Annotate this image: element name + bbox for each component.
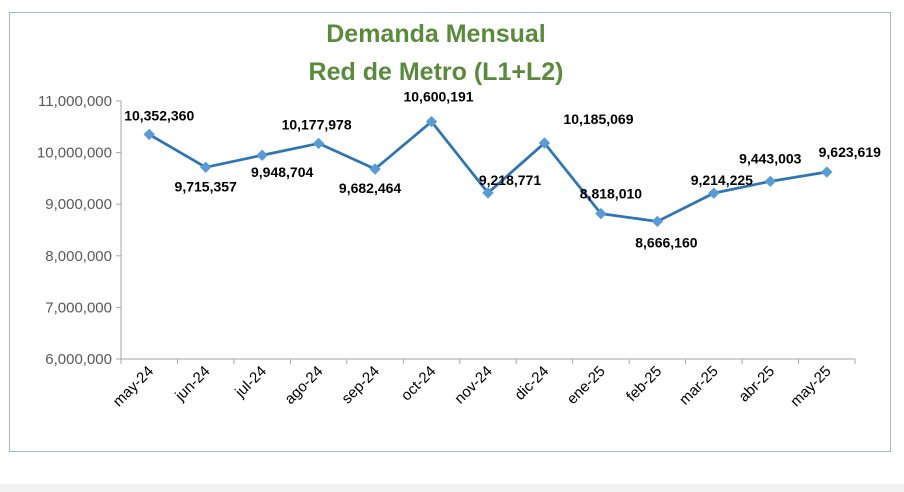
y-tick-label: 8,000,000 (45, 248, 112, 265)
data-label: 9,214,225 (691, 172, 753, 188)
chart-subtitle: Red de Metro (L1+L2) (309, 58, 564, 86)
x-tick-label: ene-25 (564, 363, 609, 408)
data-label: 8,818,010 (580, 186, 642, 202)
data-point-marker (595, 207, 607, 220)
data-point-marker (764, 175, 777, 188)
x-tick-label: oct-24 (398, 363, 440, 405)
bottom-strip (0, 484, 904, 492)
y-tick-label: 7,000,000 (45, 299, 112, 316)
data-point-marker (425, 115, 438, 128)
plot-area: 10,352,360 9,715,357 9,948,704 10,177,978 9,… (124, 89, 881, 251)
x-tick-label: abr-25 (735, 363, 778, 406)
y-tick-label: 10,000,000 (37, 145, 112, 162)
y-tick-label: 9,000,000 (45, 196, 112, 213)
y-tick-label: 6,000,000 (45, 351, 112, 368)
x-tick-label: may-24 (110, 363, 157, 410)
data-point-marker (369, 163, 381, 175)
x-tick-label: dic-24 (511, 363, 552, 404)
data-point-marker (143, 128, 155, 141)
x-tick-label: sep-24 (338, 363, 382, 407)
data-label: 10,352,360 (124, 107, 194, 123)
data-point-marker (821, 166, 833, 178)
x-tick-label: mar-25 (676, 363, 722, 409)
x-tick-label: feb-25 (623, 363, 665, 405)
data-point-marker (482, 187, 494, 199)
data-point-marker (199, 161, 212, 173)
data-label: 9,623,619 (819, 144, 881, 160)
data-label: 8,666,160 (635, 234, 697, 250)
data-label: 9,218,771 (479, 172, 541, 188)
chart-title: Demanda Mensual (326, 20, 546, 48)
data-label: 9,715,357 (175, 178, 237, 194)
data-point-marker (256, 149, 268, 161)
y-tick-label: 11,000,000 (38, 93, 112, 110)
data-point-marker (538, 137, 551, 149)
data-point-marker (312, 137, 325, 150)
x-tick-label: ago-24 (281, 363, 326, 408)
data-point-marker (651, 215, 664, 228)
data-label: 10,600,191 (403, 89, 473, 105)
chart-frame (9, 12, 891, 452)
data-label: 9,443,003 (739, 150, 801, 166)
data-label: 9,682,464 (339, 180, 401, 196)
x-tick-label: jul-24 (231, 363, 270, 402)
x-tick-label: jun-24 (171, 363, 213, 405)
data-label: 10,185,069 (563, 111, 633, 127)
data-point-marker (708, 187, 720, 199)
data-label: 9,948,704 (251, 164, 313, 180)
data-label: 10,177,978 (282, 116, 352, 132)
x-tick-label: may-25 (787, 363, 834, 410)
x-tick-label: nov-24 (451, 363, 495, 407)
